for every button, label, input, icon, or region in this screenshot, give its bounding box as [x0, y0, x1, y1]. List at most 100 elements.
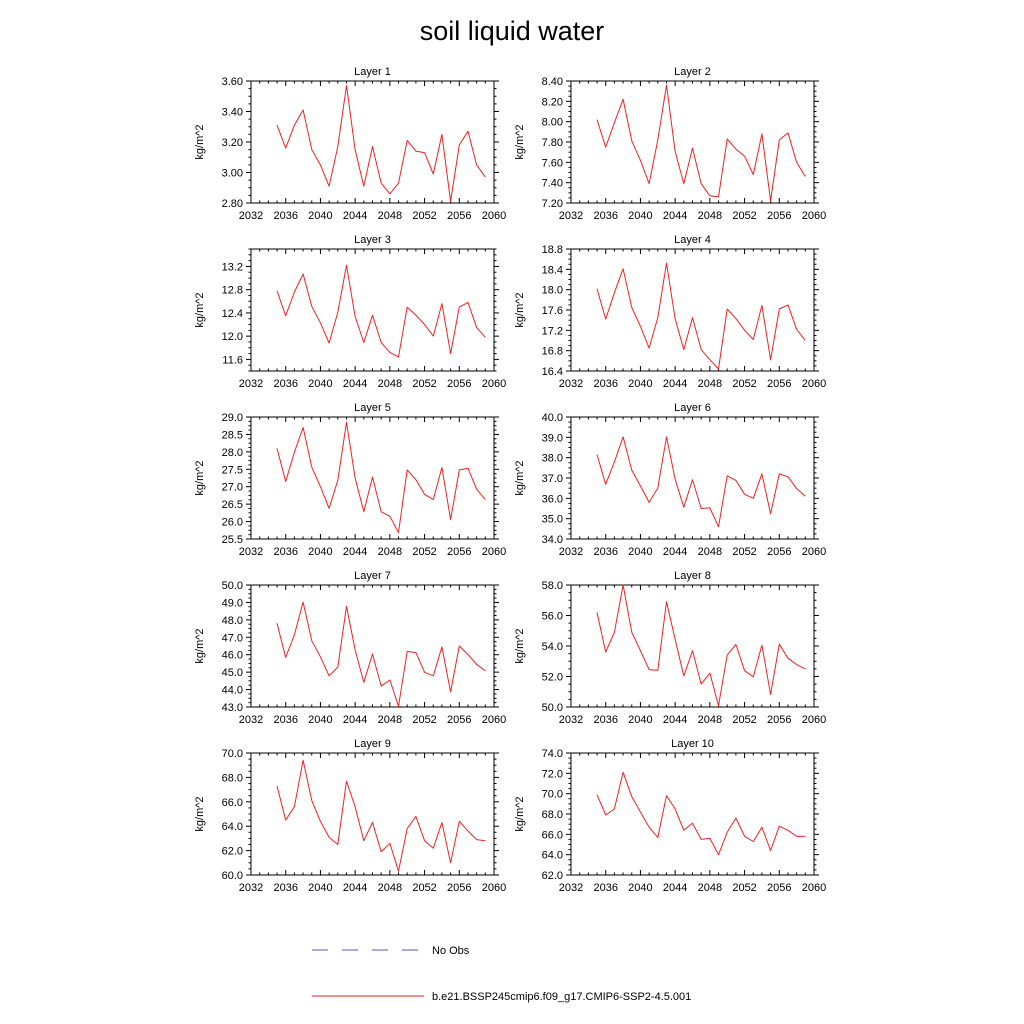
y-tick-label: 49.0: [222, 597, 243, 609]
panel-title: Layer 6: [674, 402, 711, 414]
y-tick-label: 27.0: [222, 482, 243, 494]
y-axis-label: kg/m^2: [194, 628, 206, 663]
series-line: [276, 264, 486, 358]
x-tick-label: 2036: [593, 378, 617, 390]
x-tick-label: 2060: [802, 546, 826, 558]
panel-title: Layer 10: [671, 738, 714, 750]
x-tick-label: 2048: [378, 378, 402, 390]
y-tick-label: 64.0: [542, 850, 563, 862]
y-tick-label: 56.0: [542, 611, 563, 623]
x-tick-label: 2036: [593, 714, 617, 726]
x-tick-label: 2048: [698, 714, 722, 726]
series-line: [596, 436, 806, 528]
y-tick-label: 3.60: [222, 76, 243, 88]
x-tick-label: 2036: [273, 882, 297, 894]
x-tick-label: 2052: [412, 882, 436, 894]
x-tick-label: 2048: [378, 210, 402, 222]
y-tick-label: 66.0: [222, 797, 243, 809]
x-tick-label: 2060: [482, 714, 506, 726]
y-tick-label: 47.0: [222, 632, 243, 644]
y-tick-label: 2.80: [222, 198, 243, 210]
chart-panel-9: Layer 9 2032 2036 2040 2044 2048 2052 2056 2060 6…: [194, 738, 506, 894]
x-tick-label: 2036: [593, 882, 617, 894]
plot-frame: [570, 248, 815, 372]
panel-title: Layer 7: [354, 570, 391, 582]
x-tick-label: 2032: [559, 378, 583, 390]
x-tick-label: 2060: [802, 882, 826, 894]
x-tick-label: 2056: [767, 714, 791, 726]
y-tick-label: 43.0: [222, 702, 243, 714]
legend-label-model-run: b.e21.BSSP245cmip6.f09_g17.CMIP6-SSP2-4.…: [432, 991, 691, 1003]
x-tick-label: 2052: [412, 714, 436, 726]
x-tick-label: 2052: [412, 210, 436, 222]
panel-title: Layer 4: [674, 234, 711, 246]
y-tick-label: 8.20: [542, 96, 563, 108]
x-tick-label: 2040: [628, 378, 652, 390]
x-tick-label: 2060: [802, 378, 826, 390]
y-tick-label: 11.6: [222, 354, 243, 366]
x-tick-label: 2048: [378, 546, 402, 558]
y-tick-label: 26.0: [222, 517, 243, 529]
y-tick-label: 62.0: [222, 846, 243, 858]
x-tick-label: 2040: [628, 546, 652, 558]
x-tick-label: 2044: [343, 378, 367, 390]
legend: No Obs b.e21.BSSP245cmip6.f09_g17.CMIP6-…: [312, 945, 691, 1003]
y-tick-label: 68.0: [542, 809, 563, 821]
y-tick-label: 48.0: [222, 615, 243, 627]
x-tick-label: 2040: [628, 210, 652, 222]
y-tick-label: 70.0: [542, 789, 563, 801]
x-tick-label: 2044: [663, 210, 687, 222]
series-line: [276, 601, 486, 707]
y-axis-label: kg/m^2: [194, 292, 206, 327]
panel-title: Layer 9: [354, 738, 391, 750]
y-tick-label: 36.0: [542, 493, 563, 505]
x-tick-label: 2060: [482, 546, 506, 558]
y-tick-label: 3.20: [222, 137, 243, 149]
x-tick-label: 2040: [308, 882, 332, 894]
x-tick-label: 2036: [273, 378, 297, 390]
x-tick-label: 2052: [412, 546, 436, 558]
x-tick-label: 2036: [593, 546, 617, 558]
x-tick-label: 2052: [732, 714, 756, 726]
series-line: [276, 759, 486, 872]
chart-panel-8: Layer 8 2032 2036 2040 2044 2048 2052 2056 2060 5…: [514, 570, 826, 726]
y-tick-label: 62.0: [542, 870, 563, 882]
x-tick-label: 2036: [273, 210, 297, 222]
x-tick-label: 2048: [698, 210, 722, 222]
y-tick-label: 16.4: [542, 366, 563, 378]
x-tick-label: 2052: [412, 378, 436, 390]
panel-title: Layer 2: [674, 66, 711, 78]
x-tick-label: 2048: [698, 882, 722, 894]
x-tick-label: 2056: [767, 546, 791, 558]
x-tick-label: 2032: [239, 714, 263, 726]
y-tick-label: 7.80: [542, 137, 563, 149]
y-tick-label: 12.0: [222, 331, 243, 343]
x-tick-label: 2044: [663, 546, 687, 558]
y-tick-label: 26.5: [222, 499, 243, 511]
y-tick-label: 37.0: [542, 473, 563, 485]
series-line: [276, 421, 486, 534]
chart-panel-10: Layer 10 2032 2036 2040 2044 2048 2052 2056 2060…: [514, 738, 826, 894]
y-tick-label: 13.2: [222, 261, 243, 273]
y-tick-label: 74.0: [542, 748, 563, 760]
y-tick-label: 54.0: [542, 641, 563, 653]
y-tick-label: 18.0: [542, 285, 563, 297]
x-tick-label: 2040: [628, 882, 652, 894]
y-tick-label: 72.0: [542, 768, 563, 780]
y-tick-label: 25.5: [222, 534, 243, 546]
x-tick-label: 2060: [482, 378, 506, 390]
x-tick-label: 2044: [343, 714, 367, 726]
x-tick-label: 2060: [482, 882, 506, 894]
x-tick-label: 2056: [447, 882, 471, 894]
y-axis-label: kg/m^2: [514, 124, 526, 159]
x-tick-label: 2032: [239, 210, 263, 222]
x-tick-label: 2032: [239, 882, 263, 894]
y-tick-label: 17.2: [542, 325, 563, 337]
y-tick-label: 17.6: [542, 305, 563, 317]
x-tick-label: 2048: [698, 546, 722, 558]
plot-frame: [250, 752, 495, 876]
y-tick-label: 46.0: [222, 650, 243, 662]
y-tick-label: 7.20: [542, 198, 563, 210]
x-tick-label: 2044: [663, 882, 687, 894]
x-tick-label: 2044: [343, 210, 367, 222]
